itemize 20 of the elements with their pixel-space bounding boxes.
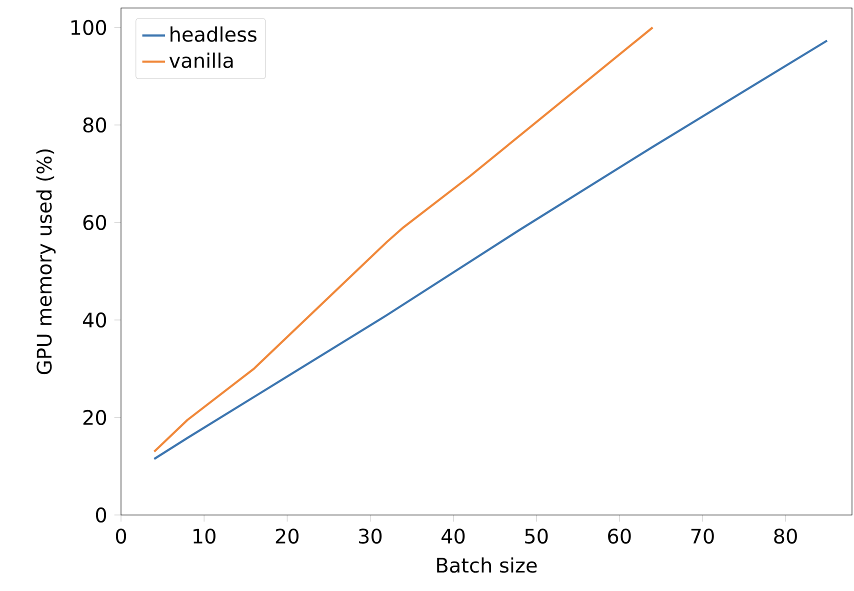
x-tick-label: 60 bbox=[608, 528, 631, 544]
x-tick-label: 80 bbox=[774, 528, 797, 544]
line-series bbox=[153, 26, 654, 453]
x-tick-label: 10 bbox=[194, 528, 216, 544]
x-tick-label: 20 bbox=[276, 528, 299, 544]
legend-label: headless bbox=[170, 26, 256, 42]
y-tick-label: 100 bbox=[71, 20, 106, 36]
y-tick-label: 60 bbox=[83, 214, 106, 230]
y-tick-label: 40 bbox=[82, 312, 106, 328]
x-tick-label: 70 bbox=[691, 528, 714, 544]
x-tick-label: 50 bbox=[525, 528, 548, 544]
legend-label: vanilla bbox=[169, 52, 233, 68]
x-axis-title: Batch size bbox=[437, 557, 537, 573]
y-tick-label: 80 bbox=[83, 117, 106, 133]
y-tick-label: 20 bbox=[83, 410, 106, 426]
x-tick-label: 30 bbox=[359, 528, 382, 544]
x-tick-label: 40 bbox=[442, 528, 465, 544]
x-tick-label: 0 bbox=[116, 528, 126, 544]
y-tick-label: 0 bbox=[96, 507, 106, 523]
y-axis-title: GPU memory used (%) bbox=[36, 149, 56, 374]
